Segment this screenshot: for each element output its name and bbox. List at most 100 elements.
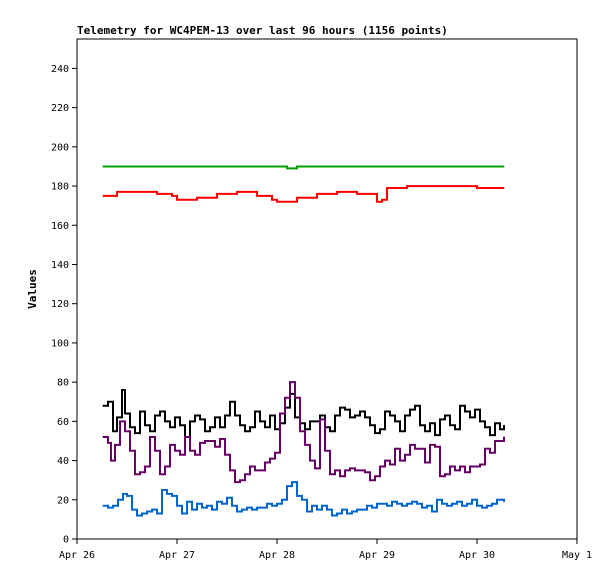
series-3-point-45 — [324, 450, 326, 452]
series-4-point-35 — [276, 503, 278, 505]
series-4-point-56 — [381, 503, 383, 505]
series-4-point-40 — [301, 499, 303, 501]
series-4-point-70 — [451, 503, 453, 505]
series-3-point-26 — [229, 469, 231, 471]
series-2-point-0 — [102, 405, 104, 407]
series-3-point-46 — [329, 473, 331, 475]
series-2-point-54 — [369, 424, 371, 426]
series-2-point-76 — [479, 420, 481, 422]
series-2-point-71 — [454, 428, 456, 430]
series-4-point-78 — [491, 503, 493, 505]
series-3-point-9 — [144, 465, 146, 468]
series-3-point-68 — [439, 475, 441, 477]
series-2-point-42 — [309, 420, 311, 422]
series-2-point-66 — [429, 422, 431, 424]
series-3-point-78 — [489, 452, 491, 454]
series-1-point-9 — [256, 195, 258, 197]
series-4-point-74 — [471, 499, 473, 501]
series-2-point-33 — [264, 426, 266, 428]
series-4-point-65 — [426, 505, 428, 507]
series-2-point-30 — [249, 426, 251, 428]
x-tick-label-3: Apr 29 — [359, 550, 395, 561]
chart-title: Telemetry for WC4PEM-13 over last 96 hou… — [77, 24, 448, 37]
series-3-point-49 — [344, 469, 346, 471]
series-4-point-5 — [126, 495, 128, 497]
series-4-point-11 — [156, 512, 158, 515]
series-4-point-44 — [321, 505, 323, 507]
series-3-point-5 — [124, 430, 126, 432]
series-4-point-28 — [241, 509, 243, 511]
series-2-point-53 — [364, 416, 366, 418]
series-0-point-10 — [476, 165, 478, 168]
y-tick-label-140: 140 — [51, 260, 69, 271]
series-4-point-46 — [331, 514, 333, 517]
series-2-point-51 — [354, 414, 356, 417]
series-4-point-60 — [401, 505, 403, 507]
series-3-point-30 — [249, 465, 251, 468]
series-2-point-55 — [374, 432, 376, 434]
series-3-point-27 — [234, 481, 236, 483]
series-3-point-4 — [119, 420, 121, 422]
series-2-point-19 — [194, 414, 196, 417]
series-4-point-76 — [481, 507, 483, 509]
series-1-point-4 — [171, 195, 173, 197]
y-tick-label-20: 20 — [57, 495, 69, 506]
series-2-point-65 — [424, 430, 426, 432]
series-0-point-11 — [503, 165, 505, 168]
plot-area — [76, 38, 578, 540]
series-2-point-77 — [484, 426, 486, 428]
x-tick-label-2: Apr 28 — [259, 550, 295, 561]
series-2-point-29 — [244, 430, 246, 432]
series-3-point-81 — [503, 436, 505, 438]
series-2-point-68 — [439, 418, 441, 420]
series-2-point-64 — [419, 424, 421, 426]
series-2-point-49 — [344, 409, 346, 411]
series-3-point-41 — [304, 444, 306, 446]
y-tick-label-180: 180 — [51, 182, 69, 193]
x-tick-label-0: Apr 26 — [59, 550, 95, 561]
series-3-point-48 — [339, 475, 341, 477]
x-tick-label-4: Apr 30 — [459, 550, 495, 561]
series-2-point-78 — [489, 434, 491, 436]
series-4-point-47 — [336, 512, 338, 515]
series-2-point-16 — [179, 424, 181, 426]
series-4-point-57 — [386, 505, 388, 507]
series-2-point-10 — [149, 430, 151, 432]
y-tick-label-160: 160 — [51, 221, 69, 232]
series-2-point-1 — [107, 401, 109, 403]
series-3-point-65 — [424, 461, 426, 464]
series-3-point-40 — [299, 430, 301, 432]
series-2-point-72 — [459, 405, 461, 407]
series-4-point-10 — [151, 509, 153, 511]
series-0-point-3 — [226, 165, 228, 168]
series-3-point-43 — [314, 467, 316, 469]
series-2-point-39 — [294, 416, 296, 418]
series-3-point-59 — [394, 448, 396, 450]
series-4-point-21 — [206, 505, 208, 507]
series-2-point-25 — [224, 414, 226, 417]
series-3-point-13 — [164, 465, 166, 468]
series-4-point-48 — [341, 509, 343, 511]
series-3-point-73 — [464, 471, 466, 473]
series-1-point-13 — [316, 193, 318, 195]
series-0-point-4 — [276, 165, 278, 168]
series-0-point-9 — [426, 165, 428, 168]
y-tick-label-220: 220 — [51, 103, 69, 114]
y-tick-label-60: 60 — [57, 417, 69, 428]
series-4-point-72 — [461, 505, 463, 507]
series-4-point-1 — [107, 507, 109, 509]
series-4-point-15 — [176, 505, 178, 507]
series-4-point-38 — [291, 481, 293, 483]
series-0-point-6 — [296, 165, 298, 168]
series-0-point-5 — [286, 167, 288, 169]
series-3-point-70 — [449, 465, 451, 468]
series-0-point-8 — [376, 165, 378, 168]
series-3-point-16 — [179, 454, 181, 456]
series-4-point-26 — [231, 505, 233, 507]
series-3-point-14 — [169, 444, 171, 446]
y-tick-label-80: 80 — [57, 378, 69, 389]
series-3-point-32 — [259, 469, 261, 471]
series-4-point-63 — [416, 503, 418, 505]
series-3-point-80 — [499, 440, 501, 442]
series-4-point-55 — [376, 503, 378, 505]
